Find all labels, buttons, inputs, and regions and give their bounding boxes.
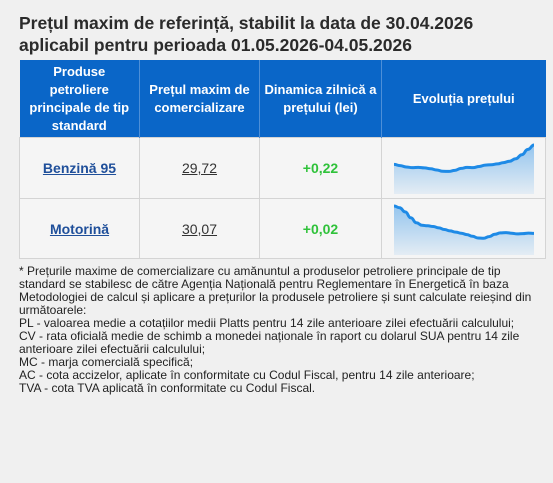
footnote-pl: PL - valoarea medie a cotațiilor medii P…: [19, 316, 515, 330]
daily-change-benzina-95: +0,22: [302, 160, 339, 176]
table-row: Motorină 30,07 +0,02: [19, 198, 546, 259]
price-link-motorina[interactable]: 30,07: [181, 220, 218, 237]
page-title: Prețul maxim de referință, stabilit la d…: [19, 12, 539, 56]
sparkline-cell: [381, 137, 546, 199]
sparkline-line-benzina-95: [393, 143, 534, 173]
header-max-price: Prețul maxim de comercializare: [139, 60, 260, 138]
footnote-tva: TVA - cota TVA aplicată în conformitate …: [19, 381, 316, 395]
footnote-intro: * Prețurile maxime de comercializare cu …: [19, 264, 532, 317]
delta-cell: +0,02: [259, 198, 382, 259]
product-link-benzina-95[interactable]: Benzină 95: [42, 160, 117, 176]
fuel-price-table: Produse petroliere principale de tip sta…: [19, 60, 546, 259]
price-link-benzina-95[interactable]: 29,72: [181, 160, 218, 176]
header-price-evolution: Evoluția prețului: [381, 60, 546, 138]
product-link-motorina[interactable]: Motorină: [49, 220, 110, 237]
footnote-cv: CV - rata oficială medie de schimb a mon…: [19, 329, 520, 356]
title-line-1: Prețul maxim de referință, stabilit la d…: [19, 13, 474, 33]
daily-change-motorina: +0,02: [302, 220, 339, 237]
price-cell: 29,72: [139, 137, 260, 199]
sparkline-motorina: [393, 204, 534, 255]
delta-cell: +0,22: [259, 137, 382, 199]
sparkline-benzina-95: [393, 143, 534, 194]
sparkline-line-motorina: [393, 204, 534, 240]
header-product: Produse petroliere principale de tip sta…: [19, 60, 140, 138]
product-cell: Motorină: [19, 198, 140, 259]
price-cell: 30,07: [139, 198, 260, 259]
footnote-mc: MC - marja comercială specifică;: [19, 355, 194, 369]
table-header-row: Produse petroliere principale de tip sta…: [19, 60, 546, 138]
header-daily-change: Dinamica zilnică a prețului (lei): [259, 60, 382, 138]
footnote-ac: AC - cota accizelor, aplicate în conform…: [19, 368, 475, 382]
sparkline-cell: [381, 198, 546, 259]
sparkline-area-motorina: [393, 205, 534, 255]
footnotes: * Prețurile maxime de comercializare cu …: [19, 265, 539, 395]
title-line-2: aplicabil pentru perioada 01.05.2026-04.…: [19, 35, 412, 55]
product-cell: Benzină 95: [19, 137, 140, 199]
table-row: Benzină 95 29,72 +0,22: [19, 137, 546, 199]
sparkline-area-benzina-95: [393, 145, 534, 194]
